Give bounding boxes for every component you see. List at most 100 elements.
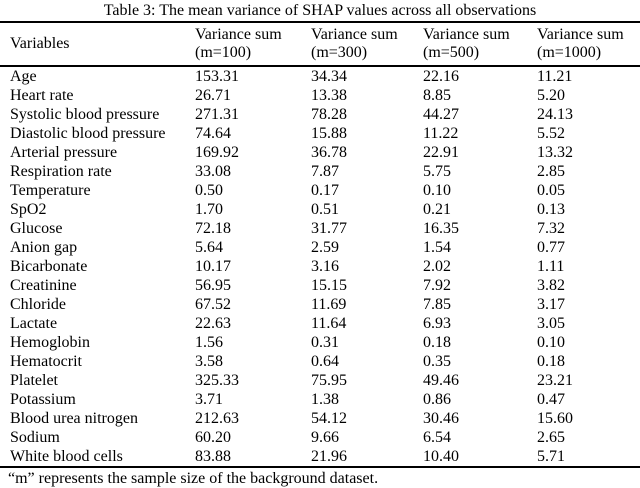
variance-value-cell: 0.10 [423, 182, 451, 199]
variable-name-cell: Creatinine [10, 277, 77, 294]
table-footnote: “m” represents the sample size of the ba… [8, 470, 379, 487]
variable-name-cell: White blood cells [10, 448, 123, 465]
variable-name-cell: Sodium [10, 429, 60, 446]
variance-value-cell: 7.32 [537, 220, 565, 237]
variable-name-cell: Heart rate [10, 87, 74, 104]
table-row: Anion gap 5.64 2.59 1.54 0.77 [0, 238, 640, 257]
variance-value-cell: 0.18 [423, 334, 451, 351]
variable-name-cell: Platelet [10, 372, 58, 389]
column-header-m500-line2: (m=500) [423, 44, 480, 61]
variable-name-cell: Temperature [10, 182, 91, 199]
variance-value-cell: 21.96 [311, 448, 347, 465]
variance-value-cell: 6.93 [423, 315, 451, 332]
table-row: Heart rate 26.71 13.38 8.85 5.20 [0, 86, 640, 105]
column-header-m1000-line2: (m=1000) [537, 44, 602, 61]
variance-value-cell: 2.59 [311, 239, 339, 256]
variance-value-cell: 0.10 [537, 334, 565, 351]
variance-value-cell: 30.46 [423, 410, 459, 427]
variance-value-cell: 1.11 [537, 258, 565, 275]
variance-value-cell: 75.95 [311, 372, 347, 389]
variance-value-cell: 3.16 [311, 258, 339, 275]
table-row: Creatinine 56.95 15.15 7.92 3.82 [0, 276, 640, 295]
variable-name-cell: Potassium [10, 391, 76, 408]
variance-value-cell: 0.47 [537, 391, 565, 408]
table-caption: Table 3: The mean variance of SHAP value… [103, 2, 537, 19]
variable-name-cell: Blood urea nitrogen [10, 410, 138, 427]
variable-name-cell: SpO2 [10, 201, 47, 218]
table-row: Chloride 67.52 11.69 7.85 3.17 [0, 295, 640, 314]
variance-value-cell: 8.85 [423, 87, 451, 104]
variance-value-cell: 24.13 [537, 106, 573, 123]
variance-value-cell: 26.71 [195, 87, 231, 104]
variance-value-cell: 0.77 [537, 239, 565, 256]
variable-name-cell: Diastolic blood pressure [10, 125, 166, 142]
variance-value-cell: 11.64 [311, 315, 347, 332]
table-row: Arterial pressure 169.92 36.78 22.91 13.32 [0, 143, 640, 162]
variance-value-cell: 2.85 [537, 163, 565, 180]
variance-value-cell: 7.85 [423, 296, 451, 313]
variance-value-cell: 72.18 [195, 220, 231, 237]
variance-value-cell: 22.16 [423, 68, 459, 85]
table-row: Hematocrit 3.58 0.64 0.35 0.18 [0, 352, 640, 371]
column-header-m500: Variance sum (m=500) [423, 22, 537, 66]
variance-value-cell: 0.21 [423, 201, 451, 218]
variance-value-cell: 0.18 [537, 353, 565, 370]
variance-value-cell: 0.17 [311, 182, 339, 199]
variable-name-cell: Arterial pressure [10, 144, 118, 161]
table-row: Lactate 22.63 11.64 6.93 3.05 [0, 314, 640, 333]
variance-value-cell: 10.17 [195, 258, 231, 275]
variable-name-cell: Respiration rate [10, 163, 112, 180]
table-row: Blood urea nitrogen 212.63 54.12 30.46 15.60 [0, 409, 640, 428]
variance-value-cell: 60.20 [195, 429, 231, 446]
variance-value-cell: 5.71 [537, 448, 565, 465]
table-row: White blood cells 83.88 21.96 10.40 5.71 [0, 447, 640, 467]
variance-value-cell: 1.38 [311, 391, 339, 408]
variance-value-cell: 0.13 [537, 201, 565, 218]
variable-name-cell: Age [10, 68, 37, 85]
header-row: Variables Variance sum (m=100) Variance … [0, 22, 640, 66]
variance-value-cell: 0.35 [423, 353, 451, 370]
variance-value-cell: 22.63 [195, 315, 231, 332]
variance-value-cell: 10.40 [423, 448, 459, 465]
variance-value-cell: 36.78 [311, 144, 347, 161]
shap-variance-table: Variables Variance sum (m=100) Variance … [0, 21, 640, 468]
table-row: Respiration rate 33.08 7.87 5.75 2.85 [0, 162, 640, 181]
variance-value-cell: 325.33 [195, 372, 239, 389]
variance-value-cell: 15.88 [311, 125, 347, 142]
table-row: Hemoglobin 1.56 0.31 0.18 0.10 [0, 333, 640, 352]
variance-value-cell: 0.50 [195, 182, 223, 199]
variance-value-cell: 6.54 [423, 429, 451, 446]
table-row: Sodium 60.20 9.66 6.54 2.65 [0, 428, 640, 447]
variance-value-cell: 11.69 [311, 296, 347, 313]
column-header-m1000-line1: Variance sum [537, 26, 624, 43]
variable-name-cell: Hemoglobin [10, 334, 90, 351]
variance-value-cell: 3.05 [537, 315, 565, 332]
table-row: Bicarbonate 10.17 3.16 2.02 1.11 [0, 257, 640, 276]
table-row: Temperature 0.50 0.17 0.10 0.05 [0, 181, 640, 200]
column-header-m100: Variance sum (m=100) [195, 22, 311, 66]
variance-value-cell: 54.12 [311, 410, 347, 427]
variance-value-cell: 5.75 [423, 163, 451, 180]
variance-value-cell: 5.64 [195, 239, 223, 256]
column-header-m300: Variance sum (m=300) [311, 22, 423, 66]
variable-name-cell: Bicarbonate [10, 258, 88, 275]
variance-value-cell: 0.31 [311, 334, 339, 351]
column-header-m1000: Variance sum (m=1000) [537, 22, 640, 66]
variance-value-cell: 56.95 [195, 277, 231, 294]
column-header-m100-line1: Variance sum [195, 26, 282, 43]
variable-name-cell: Chloride [10, 296, 66, 313]
variance-value-cell: 11.22 [423, 125, 459, 142]
column-header-variables: Variables [10, 35, 70, 52]
variance-value-cell: 49.46 [423, 372, 459, 389]
variance-value-cell: 22.91 [423, 144, 459, 161]
variance-value-cell: 0.64 [311, 353, 339, 370]
table-body: Age 153.31 34.34 22.16 11.21 Heart rate 26.71 1… [0, 66, 640, 467]
variance-value-cell: 34.34 [311, 68, 347, 85]
variance-value-cell: 1.70 [195, 201, 223, 218]
variable-name-cell: Lactate [10, 315, 58, 332]
variable-name-cell: Hematocrit [10, 353, 82, 370]
variance-value-cell: 3.71 [195, 391, 223, 408]
variance-value-cell: 44.27 [423, 106, 459, 123]
variance-value-cell: 11.21 [537, 68, 573, 85]
